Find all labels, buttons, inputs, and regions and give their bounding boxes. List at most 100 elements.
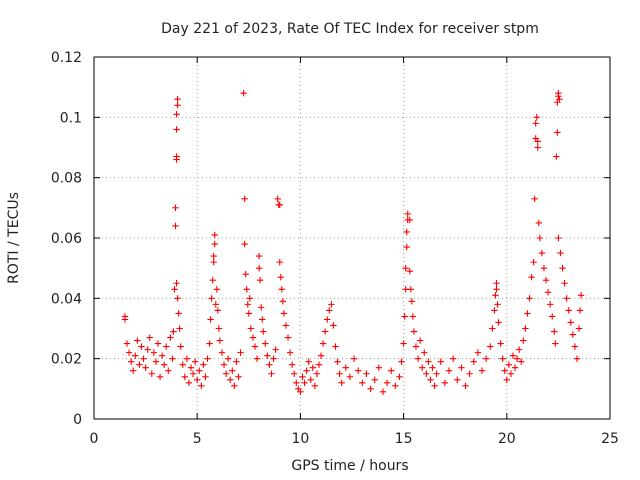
data-point	[414, 355, 422, 362]
data-point	[165, 367, 172, 374]
data-point	[321, 328, 329, 335]
data-point	[403, 243, 410, 251]
data-point	[158, 352, 166, 359]
data-point	[242, 271, 249, 278]
data-point	[213, 286, 221, 293]
data-point	[209, 277, 216, 284]
data-point	[280, 310, 288, 317]
data-point	[154, 340, 162, 347]
data-point	[198, 382, 205, 390]
data-point	[152, 358, 160, 365]
data-point	[293, 379, 300, 386]
data-point	[291, 370, 298, 377]
x-tick-label: 20	[498, 431, 516, 447]
data-point	[167, 334, 174, 341]
data-point	[136, 361, 143, 368]
data-point	[274, 195, 281, 202]
data-point	[253, 355, 261, 362]
data-point	[507, 370, 515, 377]
data-point	[277, 274, 284, 281]
data-point	[416, 337, 424, 344]
data-point	[549, 313, 556, 320]
data-point	[494, 301, 501, 308]
data-point	[177, 343, 184, 350]
y-tick-label: 0.08	[51, 171, 82, 187]
data-point	[499, 355, 506, 362]
data-point	[518, 358, 525, 365]
data-point	[140, 355, 147, 362]
data-point	[259, 316, 266, 323]
data-point	[160, 361, 168, 368]
data-point	[233, 358, 240, 365]
data-point	[282, 322, 290, 329]
data-point	[211, 231, 218, 239]
data-point	[222, 370, 230, 377]
x-tick-label: 15	[395, 431, 413, 447]
data-point	[401, 313, 408, 320]
data-point	[522, 325, 529, 332]
x-tick-label: 25	[601, 431, 619, 447]
data-point	[433, 370, 440, 377]
data-point	[531, 195, 538, 202]
data-point	[342, 364, 350, 371]
data-point	[200, 361, 207, 368]
data-point	[175, 310, 182, 317]
data-point	[534, 144, 541, 151]
data-point	[202, 373, 209, 380]
data-point	[210, 258, 217, 266]
data-point	[173, 280, 180, 287]
data-point	[148, 370, 155, 377]
data-point	[276, 258, 283, 266]
data-point	[278, 286, 286, 293]
data-point	[194, 376, 201, 383]
data-point	[515, 346, 523, 353]
data-point	[227, 376, 234, 383]
data-point	[330, 322, 337, 329]
data-point	[235, 373, 242, 380]
data-point	[536, 234, 544, 242]
data-point	[489, 325, 496, 332]
data-point	[251, 343, 259, 350]
data-point	[183, 355, 191, 362]
data-point	[172, 222, 179, 230]
data-point	[130, 367, 137, 374]
data-point	[262, 340, 269, 347]
grid	[94, 57, 610, 419]
data-point	[174, 295, 181, 302]
data-point	[123, 340, 131, 347]
data-point	[319, 340, 327, 347]
data-point	[501, 367, 508, 374]
data-point	[244, 301, 251, 308]
data-point	[569, 331, 577, 338]
data-point	[379, 388, 387, 396]
data-point	[431, 382, 438, 390]
data-point	[423, 370, 430, 377]
data-point	[249, 334, 257, 341]
y-tick-label: 0.06	[51, 231, 82, 247]
y-tick-label: 0.04	[51, 291, 82, 307]
data-point	[542, 277, 550, 284]
data-point	[505, 361, 513, 368]
chart-title: Day 221 of 2023, Rate Of TEC Index for r…	[161, 21, 539, 37]
data-point	[418, 364, 426, 371]
data-point	[561, 280, 568, 287]
data-point	[204, 355, 211, 362]
data-point	[445, 367, 453, 374]
data-point	[309, 364, 316, 371]
data-point	[492, 292, 499, 299]
y-tick-label: 0	[73, 412, 82, 428]
data-point	[554, 129, 561, 136]
data-point	[427, 376, 434, 383]
data-point	[538, 249, 546, 257]
data-point	[215, 325, 223, 332]
x-tick-label: 5	[193, 431, 202, 447]
data-point	[218, 349, 226, 356]
data-point	[170, 328, 177, 335]
data-point	[268, 370, 275, 377]
data-point	[441, 379, 449, 386]
data-point	[575, 325, 583, 332]
data-point	[245, 310, 252, 317]
data-point	[211, 240, 218, 248]
data-point	[363, 370, 370, 377]
data-point	[466, 370, 473, 377]
